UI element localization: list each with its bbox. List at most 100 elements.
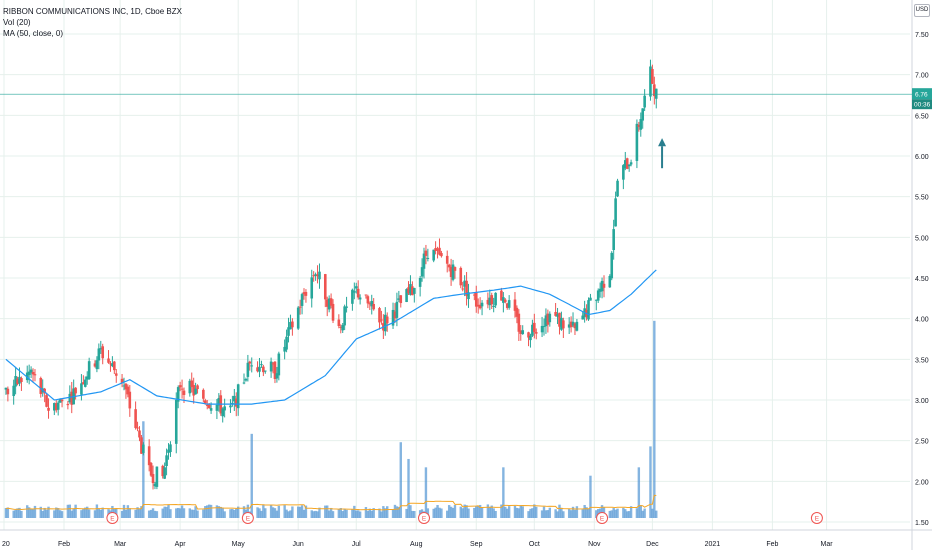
volume-bar (285, 509, 288, 518)
candle-body (554, 311, 557, 316)
volume-bar (326, 505, 329, 518)
volume-bar (571, 506, 575, 518)
volume-bar (291, 506, 294, 518)
x-tick-label: 2021 (705, 541, 721, 548)
earnings-marker-label: E (422, 516, 427, 523)
candle-body (163, 467, 166, 479)
y-tick-label: 6.00 (915, 154, 929, 161)
candle-body (623, 160, 627, 169)
volume-bar (399, 442, 402, 518)
volume-bar (190, 509, 193, 518)
earnings-marker[interactable] (810, 512, 823, 524)
candle-body (223, 406, 226, 411)
volume-bar (60, 511, 64, 518)
volume-bar (20, 510, 23, 518)
candle-body (87, 361, 91, 380)
candle-body (99, 348, 103, 350)
earnings-marker[interactable] (106, 512, 119, 524)
volume-bar (653, 320, 656, 518)
candle-body (490, 295, 494, 305)
volume-bar (41, 510, 44, 518)
volume-bar (521, 506, 524, 518)
volume-bar (128, 508, 132, 518)
volume-bar (72, 508, 75, 518)
volume-indicator-label[interactable]: Vol (20) (3, 18, 31, 27)
volume-bar (236, 506, 240, 518)
candle-body (356, 288, 360, 298)
volume-bar (39, 506, 42, 518)
candle-body (405, 289, 408, 303)
x-tick-label: Sep (470, 541, 483, 548)
volume-bar (614, 509, 617, 518)
candle-body (111, 363, 114, 367)
volume-bar (480, 507, 484, 518)
candle-body (271, 363, 275, 365)
candle-body (302, 292, 306, 295)
candle-body (463, 280, 466, 287)
candle-body (527, 332, 530, 338)
candle-body (637, 124, 641, 127)
volume-bar (120, 510, 124, 518)
volume-bar (382, 506, 385, 518)
candle-body (351, 289, 354, 304)
volume-bar (310, 510, 313, 518)
volume-bar (391, 509, 395, 518)
volume-bar (16, 508, 19, 518)
candle-body (155, 466, 159, 487)
volume-bar (302, 509, 306, 518)
candle-body (622, 165, 625, 180)
candle-body (581, 315, 585, 320)
volume-bar (544, 510, 548, 518)
candle-body (370, 300, 374, 307)
volume-bar (196, 510, 199, 518)
symbol-title[interactable]: RIBBON COMMUNICATIONS INC, 1D, Cboe BZX (3, 7, 182, 16)
volume-bar (219, 506, 222, 518)
volume-bar (372, 508, 375, 518)
candle-body (12, 385, 15, 397)
volume-bar (490, 505, 493, 518)
candle-body (300, 294, 304, 306)
candle-body (451, 264, 455, 280)
candle-body (246, 362, 250, 377)
candle-body (391, 309, 395, 326)
candle-body (546, 313, 550, 325)
candle-body (383, 314, 387, 332)
volume-bar (55, 507, 58, 518)
currency-badge[interactable]: USD (914, 4, 930, 17)
arrow-annotation-head (658, 138, 667, 147)
candle-body (467, 292, 470, 300)
candle-body (109, 363, 112, 365)
volume-bar (14, 509, 17, 518)
earnings-marker[interactable] (241, 512, 254, 524)
candle-body (314, 274, 317, 277)
earnings-marker-label: E (600, 516, 605, 523)
candle-body (653, 84, 656, 97)
candle-body (358, 297, 362, 300)
candle-body (413, 287, 416, 294)
volume-bar (163, 506, 166, 518)
volume-bar (353, 505, 356, 518)
candle-body (625, 158, 629, 169)
volume-bar (82, 508, 85, 518)
candle-body (283, 346, 286, 352)
candle-body (507, 300, 511, 308)
candle-body (329, 298, 333, 306)
volume-bar (587, 508, 590, 518)
earnings-marker[interactable] (418, 512, 430, 524)
ma-indicator-label[interactable]: MA (50, close, 0) (3, 29, 64, 38)
volume-bar (176, 507, 180, 518)
x-tick-label: Aug (410, 541, 423, 548)
volume-bar (136, 507, 139, 518)
candle-body (573, 323, 577, 329)
volume-bar (180, 505, 184, 518)
candle-body (488, 297, 492, 306)
earnings-marker[interactable] (596, 512, 609, 524)
volume-bar (178, 508, 182, 518)
candle-body (68, 393, 72, 403)
volume-ma-line (5, 494, 657, 511)
volume-bar (188, 508, 192, 518)
candle-body (122, 385, 126, 387)
volume-bar (573, 509, 577, 518)
